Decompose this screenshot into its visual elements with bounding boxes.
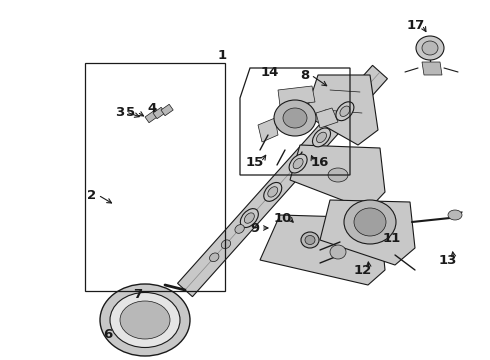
- Ellipse shape: [268, 187, 278, 197]
- Polygon shape: [305, 75, 378, 145]
- Ellipse shape: [100, 284, 190, 356]
- Text: 17: 17: [407, 18, 425, 32]
- Polygon shape: [260, 215, 385, 285]
- Ellipse shape: [344, 200, 396, 244]
- Polygon shape: [258, 118, 278, 142]
- Text: 6: 6: [103, 328, 113, 342]
- Text: 15: 15: [246, 156, 264, 168]
- Polygon shape: [177, 65, 388, 297]
- Polygon shape: [320, 200, 415, 265]
- Polygon shape: [290, 145, 385, 210]
- Text: 1: 1: [218, 49, 226, 62]
- Text: 7: 7: [133, 288, 143, 302]
- Ellipse shape: [110, 292, 180, 347]
- Ellipse shape: [301, 232, 319, 248]
- Bar: [153, 107, 165, 119]
- Ellipse shape: [317, 132, 326, 143]
- Text: 4: 4: [147, 102, 157, 114]
- Ellipse shape: [289, 154, 307, 173]
- Ellipse shape: [245, 213, 254, 223]
- Text: 8: 8: [300, 68, 310, 81]
- Ellipse shape: [241, 209, 258, 228]
- Ellipse shape: [283, 108, 307, 128]
- Text: 11: 11: [383, 231, 401, 244]
- Ellipse shape: [354, 208, 386, 236]
- Bar: [145, 111, 157, 123]
- Text: 13: 13: [439, 253, 457, 266]
- Ellipse shape: [313, 128, 330, 147]
- Ellipse shape: [264, 183, 282, 201]
- Text: 9: 9: [250, 221, 260, 234]
- Ellipse shape: [336, 102, 354, 121]
- Ellipse shape: [340, 106, 350, 116]
- Ellipse shape: [330, 245, 346, 259]
- Ellipse shape: [422, 41, 438, 55]
- Text: 16: 16: [311, 156, 329, 168]
- Ellipse shape: [305, 235, 315, 244]
- Ellipse shape: [221, 240, 231, 248]
- Bar: [85, 63, 225, 291]
- Ellipse shape: [274, 100, 316, 136]
- Polygon shape: [278, 86, 315, 106]
- Ellipse shape: [235, 225, 245, 233]
- Ellipse shape: [293, 158, 303, 169]
- Ellipse shape: [416, 36, 444, 60]
- Text: 14: 14: [261, 66, 279, 78]
- Text: 5: 5: [126, 105, 136, 118]
- Text: 3: 3: [115, 105, 124, 118]
- Ellipse shape: [210, 253, 219, 262]
- Text: 10: 10: [274, 212, 292, 225]
- Text: 12: 12: [354, 264, 372, 276]
- Ellipse shape: [120, 301, 170, 339]
- Polygon shape: [422, 62, 442, 75]
- Polygon shape: [316, 108, 338, 128]
- Ellipse shape: [328, 168, 348, 182]
- Ellipse shape: [448, 210, 462, 220]
- Text: 2: 2: [87, 189, 97, 202]
- Bar: [161, 104, 173, 116]
